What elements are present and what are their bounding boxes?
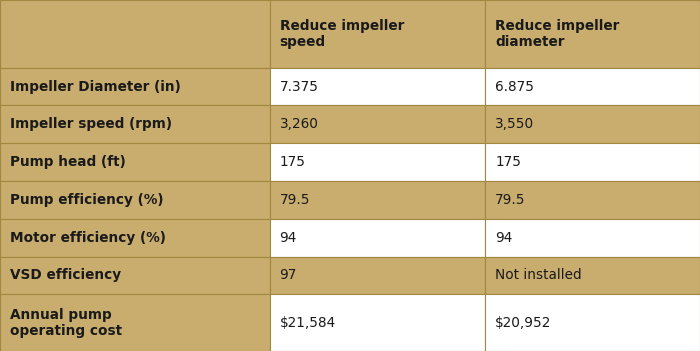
Text: 3,550: 3,550 <box>495 117 534 131</box>
Text: Pump head (ft): Pump head (ft) <box>10 155 126 169</box>
Bar <box>485 181 700 219</box>
Text: 3,260: 3,260 <box>279 117 318 131</box>
Text: Reduce impeller
speed: Reduce impeller speed <box>279 19 404 49</box>
Text: Not installed: Not installed <box>495 269 582 283</box>
Text: Impeller speed (rpm): Impeller speed (rpm) <box>10 117 172 131</box>
Bar <box>270 105 485 143</box>
Text: 175: 175 <box>279 155 305 169</box>
Text: 7.375: 7.375 <box>279 80 318 93</box>
Text: $20,952: $20,952 <box>495 316 552 330</box>
Bar <box>270 68 485 105</box>
Text: $21,584: $21,584 <box>279 316 336 330</box>
Text: 94: 94 <box>495 231 512 245</box>
Bar <box>270 0 485 68</box>
Bar <box>0 143 270 181</box>
Text: Reduce impeller
diameter: Reduce impeller diameter <box>495 19 620 49</box>
Text: 79.5: 79.5 <box>495 193 526 207</box>
Bar <box>485 257 700 294</box>
Bar <box>485 68 700 105</box>
Text: 79.5: 79.5 <box>279 193 310 207</box>
Bar <box>485 143 700 181</box>
Bar <box>485 294 700 351</box>
Bar <box>270 143 485 181</box>
Bar <box>270 219 485 257</box>
Bar <box>485 219 700 257</box>
Bar <box>0 257 270 294</box>
Text: Impeller Diameter (in): Impeller Diameter (in) <box>10 80 181 93</box>
Text: 97: 97 <box>279 269 297 283</box>
Text: Annual pump
operating cost: Annual pump operating cost <box>10 307 122 338</box>
Text: 6.875: 6.875 <box>495 80 534 93</box>
Bar <box>270 257 485 294</box>
Bar <box>485 0 700 68</box>
Bar <box>0 219 270 257</box>
Text: Motor efficiency (%): Motor efficiency (%) <box>10 231 166 245</box>
Bar <box>485 105 700 143</box>
Text: VSD efficiency: VSD efficiency <box>10 269 121 283</box>
Bar <box>0 68 270 105</box>
Bar <box>0 181 270 219</box>
Bar <box>270 181 485 219</box>
Text: 94: 94 <box>279 231 297 245</box>
Text: 175: 175 <box>495 155 521 169</box>
Bar <box>0 0 270 68</box>
Bar <box>0 105 270 143</box>
Text: Pump efficiency (%): Pump efficiency (%) <box>10 193 164 207</box>
Bar <box>270 294 485 351</box>
Bar <box>0 294 270 351</box>
